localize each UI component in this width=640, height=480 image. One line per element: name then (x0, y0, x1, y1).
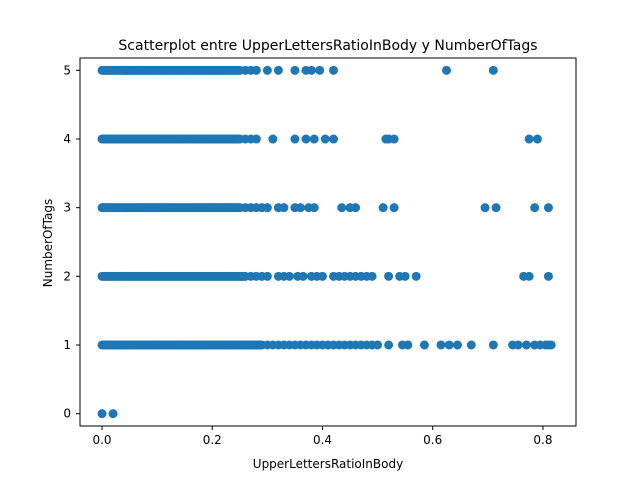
data-point (524, 134, 534, 144)
data-point (543, 271, 553, 281)
x-tick-label: 0.8 (533, 433, 552, 447)
data-point (524, 271, 534, 281)
data-point (320, 134, 330, 144)
data-point (290, 134, 300, 144)
data-point (453, 340, 463, 350)
data-point (546, 340, 556, 350)
x-tick-label: 0.2 (203, 433, 222, 447)
data-point (441, 65, 451, 75)
data-point (480, 203, 490, 213)
data-point (530, 203, 540, 213)
data-point (466, 340, 476, 350)
data-point (268, 134, 278, 144)
data-point (317, 271, 327, 281)
x-tick-label: 0.0 (92, 433, 111, 447)
data-point (273, 65, 283, 75)
data-point (301, 134, 311, 144)
y-tick-label: 1 (63, 338, 71, 352)
data-point (262, 65, 272, 75)
data-point (262, 271, 272, 281)
chart-title: Scatterplot entre UpperLettersRatioInBod… (118, 38, 537, 54)
data-point (251, 134, 261, 144)
y-axis-label: NumberOfTags (41, 199, 55, 287)
data-point (491, 203, 501, 213)
data-point (295, 203, 305, 213)
data-point (384, 271, 394, 281)
data-point (306, 65, 316, 75)
data-point (329, 65, 339, 75)
data-point (279, 203, 289, 213)
data-point (436, 340, 446, 350)
data-point (290, 65, 300, 75)
data-point (337, 203, 347, 213)
data-point (298, 271, 308, 281)
data-point (108, 409, 118, 419)
y-tick-label: 5 (63, 63, 71, 77)
x-tick-label: 0.4 (313, 433, 332, 447)
data-point (262, 203, 272, 213)
data-point (411, 271, 421, 281)
y-tick-label: 3 (63, 201, 71, 215)
data-point (309, 134, 319, 144)
data-point (367, 271, 377, 281)
data-point (400, 271, 410, 281)
data-point (488, 65, 498, 75)
data-point (532, 134, 542, 144)
data-point (378, 203, 388, 213)
x-tick-label: 0.6 (423, 433, 442, 447)
data-point (384, 340, 394, 350)
data-point (351, 203, 361, 213)
plot-area: 0.0 0.2 0.4 0.6 0.8 0 1 2 3 4 5 (63, 57, 577, 447)
data-point (97, 409, 107, 419)
y-tick-label: 0 (63, 407, 71, 421)
data-point (444, 340, 454, 350)
data-point (389, 134, 399, 144)
data-point (309, 203, 319, 213)
data-point (284, 271, 294, 281)
data-point (389, 203, 399, 213)
axes-frame (79, 57, 577, 427)
data-point (315, 65, 325, 75)
data-point (521, 340, 531, 350)
y-tick-label: 4 (63, 132, 71, 146)
data-point (419, 340, 429, 350)
data-point (488, 340, 498, 350)
data-point (251, 65, 261, 75)
y-tick-label: 2 (63, 269, 71, 283)
data-point (543, 203, 553, 213)
data-point (403, 340, 413, 350)
data-point (513, 340, 523, 350)
data-point (329, 134, 339, 144)
data-point (373, 340, 383, 350)
x-axis-label: UpperLettersRatioInBody (253, 457, 403, 471)
